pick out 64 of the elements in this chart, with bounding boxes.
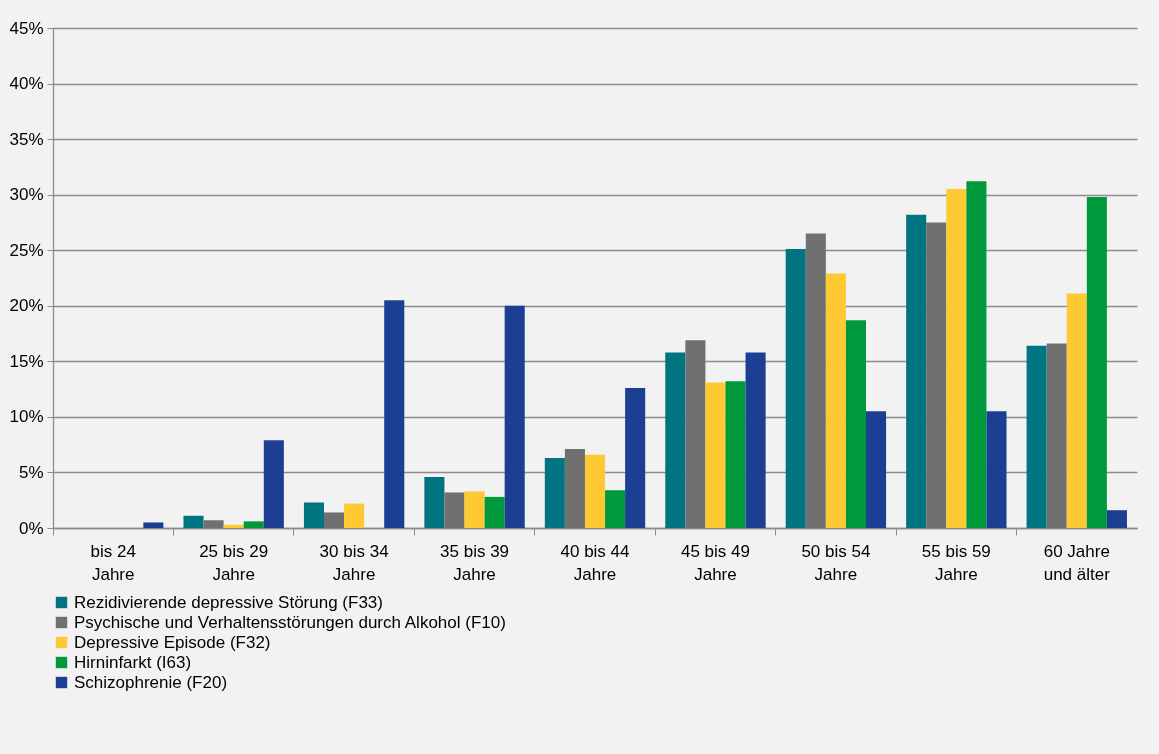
x-tick-label: 40 bis 44 Jahre	[560, 541, 630, 584]
bar	[625, 388, 646, 528]
x-tick-label: 50 bis 54 Jahre	[801, 541, 871, 584]
bar	[665, 352, 686, 528]
bar	[605, 490, 626, 528]
x-tick-label: 25 bis 29 Jahre	[199, 541, 269, 584]
bar	[564, 449, 585, 528]
bar	[785, 249, 806, 528]
bar	[986, 411, 1007, 528]
bar	[203, 520, 224, 528]
legend-label: Depressive Episode (F32)	[74, 632, 271, 652]
bar	[243, 521, 264, 528]
bar	[324, 512, 345, 528]
bar	[303, 502, 324, 528]
bar	[384, 300, 405, 528]
x-tick-label: 55 bis 59 Jahre	[921, 541, 991, 584]
bar	[183, 515, 204, 528]
bar	[1086, 196, 1107, 528]
bar	[464, 491, 485, 528]
bar	[263, 440, 284, 528]
bar	[1106, 510, 1127, 528]
y-tick-label: 35%	[9, 129, 44, 149]
legend-label: Schizophrenie (F20)	[74, 672, 228, 692]
bar	[906, 214, 927, 528]
x-tick-label: 30 bis 34 Jahre	[319, 541, 389, 584]
y-tick-label: 15%	[9, 351, 44, 371]
bar	[344, 503, 365, 528]
x-tick-label: 45 bis 49 Jahre	[680, 541, 750, 584]
y-tick-label: 10%	[9, 407, 44, 427]
bar	[143, 522, 164, 528]
y-tick-label: 20%	[9, 296, 44, 316]
y-tick-label: 5%	[18, 462, 44, 482]
bar	[484, 496, 505, 528]
bar	[725, 381, 746, 528]
legend-label: Psychische und Verhaltensstörungen durch Alkohol (F10)	[74, 612, 506, 632]
bar	[424, 476, 445, 528]
y-tick-label: 0%	[18, 518, 44, 538]
bar	[705, 382, 726, 528]
bar	[544, 458, 565, 528]
bar	[584, 454, 606, 528]
bar	[444, 492, 465, 528]
y-tick-label: 40%	[9, 74, 44, 94]
bar	[966, 181, 987, 528]
x-tick-label: bis 24 Jahre	[90, 541, 136, 584]
legend-label: Hirninfarkt (I63)	[74, 652, 192, 672]
x-tick-label: 60 Jahre und älter	[1043, 541, 1111, 584]
bar	[825, 273, 846, 528]
bar	[223, 524, 244, 528]
bar	[1026, 345, 1047, 528]
legend-label: Rezidivierende depressive Störung (F33)	[74, 592, 383, 612]
bar	[845, 320, 866, 528]
bar	[745, 352, 766, 528]
bar	[866, 411, 887, 528]
bar	[946, 189, 967, 528]
bar	[926, 222, 947, 528]
x-tick-label: 35 bis 39 Jahre	[440, 541, 510, 584]
bar	[504, 305, 525, 528]
y-tick-label: 45%	[9, 18, 44, 38]
bar	[1066, 293, 1087, 528]
bar	[1046, 343, 1067, 528]
y-tick-label: 25%	[9, 240, 44, 260]
bar	[685, 340, 706, 528]
bar	[805, 233, 826, 528]
y-tick-label: 30%	[9, 185, 44, 205]
